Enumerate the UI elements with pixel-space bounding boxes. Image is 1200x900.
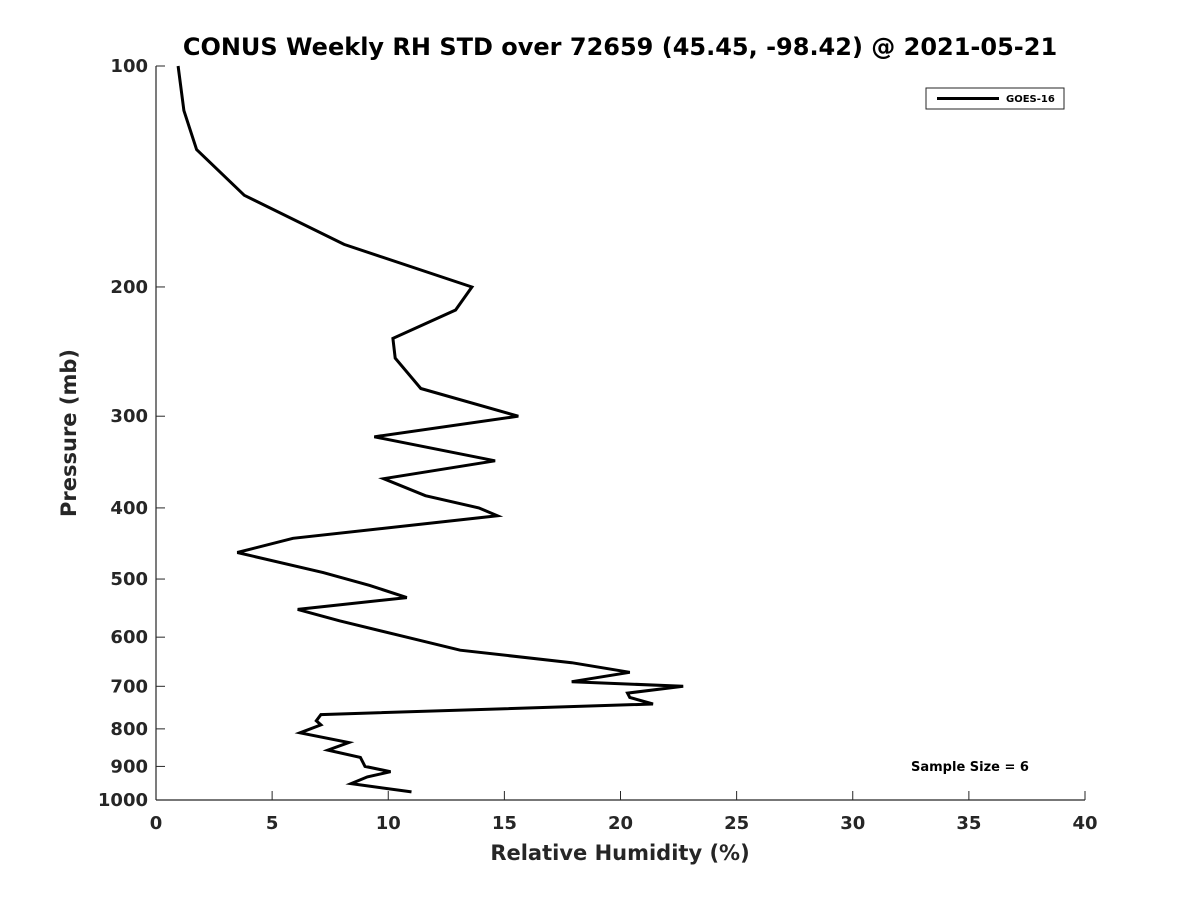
x-tick-label: 30 [840, 813, 865, 834]
x-tick-label: 20 [608, 813, 633, 834]
x-tick-label: 10 [376, 813, 401, 834]
x-tick-label: 35 [956, 813, 981, 834]
y-tick-label: 900 [110, 756, 148, 777]
legend-label-goes-16: GOES-16 [1006, 94, 1055, 105]
x-ticks: 0 5 10 15 20 25 30 35 40 [150, 791, 1098, 834]
y-tick-label: 200 [110, 277, 148, 298]
x-tick-label: 5 [266, 813, 279, 834]
y-ticks: 100 200 300 400 500 600 700 800 900 1000 [98, 56, 165, 811]
y-axis-label: Pressure (mb) [57, 349, 81, 517]
y-tick-label: 500 [110, 569, 148, 590]
series-layer [176, 65, 684, 794]
y-tick-label: 100 [110, 56, 148, 77]
y-tick-label: 300 [110, 406, 148, 427]
axes [155, 66, 1085, 801]
x-tick-label: 25 [724, 813, 749, 834]
sample-size-annotation: Sample Size = 6 [911, 760, 1029, 775]
y-tick-label: 400 [110, 498, 148, 519]
chart-title: CONUS Weekly RH STD over 72659 (45.45, -… [183, 33, 1057, 61]
y-tick-label: 700 [110, 676, 148, 697]
x-tick-label: 0 [150, 813, 163, 834]
y-tick-label: 600 [110, 627, 148, 648]
x-axis-label: Relative Humidity (%) [490, 841, 749, 865]
y-tick-label: 1000 [98, 790, 148, 811]
x-tick-label: 15 [492, 813, 517, 834]
series-line-goes-16 [176, 65, 684, 794]
legend: GOES-16 [925, 87, 1065, 110]
y-tick-label: 800 [110, 719, 148, 740]
x-tick-label: 40 [1072, 813, 1097, 834]
